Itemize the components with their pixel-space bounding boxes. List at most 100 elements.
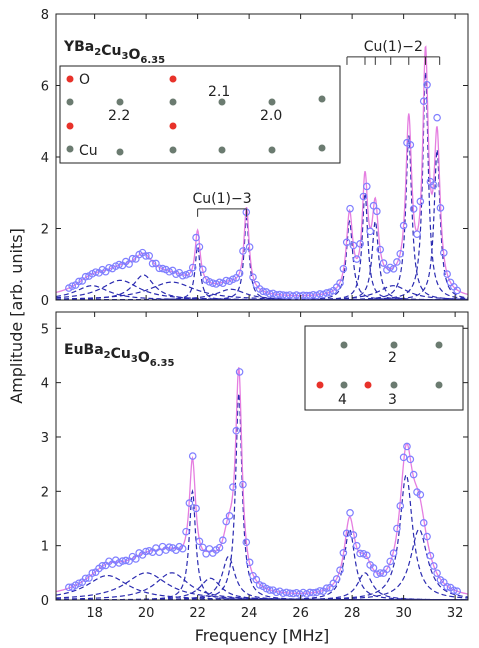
data-point [148, 259, 157, 268]
data-point [376, 569, 384, 577]
data-point [423, 80, 431, 89]
data-point [416, 490, 425, 499]
data-point [332, 575, 341, 583]
data-point [339, 548, 348, 557]
data-point [399, 453, 408, 462]
data-point [195, 537, 204, 546]
copper-atom [116, 148, 124, 156]
inset-frame [59, 65, 341, 164]
data-point [195, 243, 204, 251]
data-point [115, 260, 123, 269]
data-point [450, 586, 458, 595]
top-inset: O Cu 2.1 2.2 2.0 [59, 65, 341, 164]
component-curve [56, 244, 468, 300]
copper-atom [435, 341, 443, 349]
data-point [349, 531, 358, 539]
data-point [185, 269, 194, 278]
data-point [239, 480, 247, 489]
copper-atom [169, 98, 177, 106]
data-point [182, 271, 190, 279]
data-point [352, 541, 361, 550]
y-axis-label: Amplitude [arb. units] [7, 228, 26, 404]
data-point [239, 247, 247, 255]
x-tick-label: 18 [86, 606, 103, 621]
data-point [105, 263, 113, 272]
data-point [125, 260, 133, 268]
data-point [121, 556, 130, 565]
data-point [165, 267, 174, 276]
data-point [453, 587, 461, 595]
data-point [419, 519, 428, 527]
copper-atom [169, 146, 177, 154]
inset-label-o: O [79, 72, 90, 88]
data-point [362, 182, 371, 191]
data-point [235, 368, 244, 376]
data-point [366, 227, 374, 236]
data-point [215, 543, 224, 552]
data-point [393, 524, 401, 533]
copper-atom [390, 381, 398, 389]
data-point [158, 264, 167, 273]
data-point [155, 548, 164, 557]
data-point [198, 265, 207, 274]
data-point [309, 588, 318, 597]
data-point [386, 263, 395, 272]
data-point [165, 543, 174, 551]
component-curve [56, 393, 468, 600]
bottom-inset: 2 4 3 [304, 325, 464, 411]
data-point [249, 273, 257, 281]
data-point [81, 574, 90, 583]
data-point [75, 579, 83, 588]
copper-atom [66, 145, 74, 153]
data-point [81, 272, 90, 281]
data-point [356, 240, 364, 248]
top-panel: 0 2 4 6 8 YBa2Cu3O6.35 Cu(1)−3 Cu(1)−2 O Cu 2.1 2.2… [41, 8, 469, 309]
data-point [65, 583, 73, 592]
x-tick-label: 26 [292, 606, 309, 621]
data-point [91, 268, 100, 276]
x-tick-label: 24 [241, 606, 258, 621]
copper-atom [268, 146, 276, 154]
data-point [245, 243, 254, 251]
x-tick-label: 20 [138, 606, 155, 621]
copper-atom [268, 98, 276, 106]
y-tick-label: 0 [41, 294, 49, 309]
y-tick-label: 4 [41, 377, 49, 392]
inset-label-b: 4 [338, 392, 347, 408]
oxygen-atom [66, 75, 74, 83]
data-point [416, 197, 425, 206]
data-point [145, 251, 154, 260]
data-point [453, 286, 461, 295]
data-point [389, 549, 398, 557]
data-point [265, 586, 274, 594]
data-point [423, 532, 431, 541]
inset-label-cu: Cu [79, 143, 98, 159]
data-point [145, 547, 154, 555]
data-point [393, 258, 401, 266]
data-point [396, 502, 405, 510]
copper-atom [318, 144, 326, 152]
data-point [369, 201, 378, 210]
data-point [426, 551, 435, 560]
oxygen-atom [169, 122, 177, 130]
data-point [232, 426, 241, 435]
data-point [346, 204, 354, 213]
data-point [245, 558, 254, 567]
y-tick-label: 3 [41, 431, 49, 446]
data-point [205, 278, 214, 286]
inset-frame [304, 325, 464, 411]
copper-atom [218, 98, 226, 106]
data-point [342, 529, 351, 538]
x-tick-label: 30 [395, 606, 412, 621]
y-tick-label: 1 [41, 540, 49, 555]
data-point [389, 264, 398, 273]
plot-frame [55, 311, 469, 601]
y-tick-label: 0 [41, 594, 49, 609]
x-axis-label: Frequency [MHz] [195, 626, 329, 645]
data-point [178, 544, 187, 553]
data-point [396, 249, 405, 258]
data-point [336, 566, 344, 575]
oxygen-atom [169, 75, 177, 83]
